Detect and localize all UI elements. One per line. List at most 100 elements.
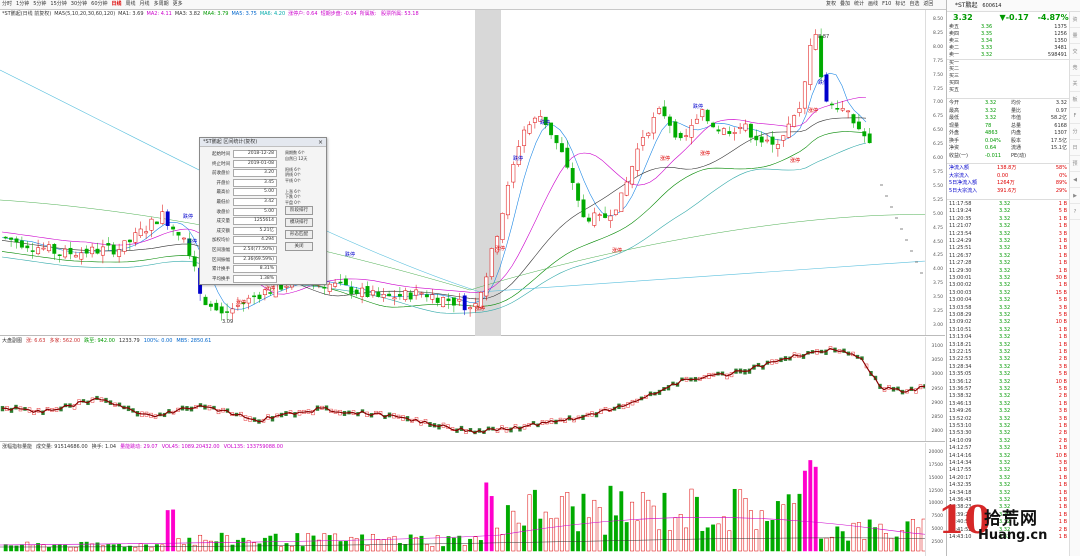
sidebar-button[interactable]: 分 (1070, 124, 1080, 140)
sidebar-button[interactable]: 竞 (1070, 60, 1080, 76)
candle (111, 242, 116, 258)
index-canvas[interactable] (0, 337, 925, 442)
tick-row: 11:26:37 3.32 1 B (947, 253, 1069, 260)
tool-button[interactable]: 标记 (895, 1, 906, 7)
tool-button[interactable]: 复权 (826, 1, 837, 7)
tick-list[interactable]: 11:17:58 3.32 1 B 11:19:24 3.32 5 B 11:20:35 3.… (947, 199, 1069, 556)
range-stats-dialog[interactable]: *ST鹏起 区间统计(复权) × 起始时间 2018-12-28 终止时间 2019-… (199, 137, 327, 285)
tick-volume: 5 B (1058, 208, 1067, 215)
axis-tick: 2850 (931, 414, 943, 420)
dialog-button[interactable]: 关闭 (285, 242, 313, 251)
summary-line: 平盘 0个 (285, 199, 301, 205)
field-value: 5.00 (233, 188, 277, 197)
tool-button[interactable]: 返回 (923, 1, 934, 7)
tool-button[interactable]: 叠加 (840, 1, 851, 7)
candle (473, 297, 478, 313)
period-tab[interactable]: 30分钟 (70, 1, 88, 7)
main-kline-chart[interactable]: 3.09 8.87 跌停 跌停 跌停 跌停 跌停 跌停 跌停 涨停 涨停 涨停 涨停 涨停 涨停 涨停 涨停 涨停… (0, 10, 945, 336)
period-tab[interactable]: 日线 (111, 1, 122, 7)
sidebar-button[interactable]: ◀ (1070, 172, 1080, 188)
limit-up-label: 涨停 (790, 157, 800, 164)
sidebar-button[interactable]: 交 (1070, 44, 1080, 60)
tool-button[interactable]: 自选 (909, 1, 920, 7)
axis-tick: 2950 (931, 386, 943, 392)
tick-volume: 1 B (1058, 282, 1067, 289)
candle (225, 303, 230, 320)
period-tab[interactable]: 周线 (125, 1, 136, 7)
period-tab[interactable]: 分时 (2, 1, 13, 7)
dialog-button[interactable]: 形态匹配 (285, 230, 313, 239)
tick-row: 14:39:27 3.32 1 B (947, 512, 1069, 519)
tick-price: 3.32 (999, 363, 1011, 370)
sidebar-button[interactable]: ▶ (1070, 188, 1080, 204)
tool-button[interactable]: F10 (882, 1, 892, 7)
sidebar-button[interactable]: 板 (1070, 92, 1080, 108)
tool-button[interactable]: 统计 (854, 1, 865, 7)
axis-tick: 5.25 (932, 197, 943, 203)
volume-bar (30, 544, 35, 552)
summary-line: 阳线 6个 (285, 166, 301, 172)
sidebar-button[interactable]: 资 (1070, 12, 1080, 28)
stat-label: 市值 (1011, 115, 1022, 121)
volume-bar (333, 533, 338, 552)
volume-bar (802, 470, 807, 552)
candle (748, 123, 753, 143)
summary-line: 阴线 0个 (285, 172, 301, 177)
close-icon[interactable]: × (317, 139, 323, 146)
candle (187, 232, 192, 260)
volume-legend: 涨幅指标量能 成交量: 91514686.00 换手: 1.04 量能跳动: 29.0… (2, 443, 287, 451)
flow-pct: 0% (1059, 172, 1067, 179)
candle (538, 109, 543, 122)
tick-volume: 1 B (1058, 267, 1067, 274)
tick-row: 14:12:57 3.32 1 B (947, 445, 1069, 452)
sidebar-button[interactable]: ? (1070, 204, 1080, 220)
dialog-button[interactable]: 阶段排行 (285, 206, 313, 215)
chart-title: 大盘副图 (2, 338, 23, 344)
candle (36, 239, 41, 256)
sidebar-button[interactable]: 日 (1070, 140, 1080, 156)
candle (160, 204, 165, 225)
high-price-label: 8.87 (818, 34, 829, 40)
volume-bar (252, 542, 257, 552)
sidebar-button[interactable]: 预 (1070, 156, 1080, 172)
field-label: 成交额 (216, 228, 231, 234)
period-tab[interactable]: 5分钟 (33, 1, 47, 7)
candle (122, 240, 127, 255)
stat-value: 3.32 (985, 107, 997, 114)
volume-bar (235, 539, 240, 552)
tick-row: 13:13:04 3.32 1 B (947, 334, 1069, 341)
volume-bar (311, 535, 316, 552)
candle (792, 114, 797, 128)
volume-subchart[interactable]: 涨幅指标量能 成交量: 91514686.00 换手: 1.04 量能跳动: 29.0… (0, 443, 945, 556)
field-label: 收盘价 (216, 209, 231, 215)
volume-canvas[interactable] (0, 443, 925, 556)
field-value[interactable]: 2019-01-08 (233, 159, 277, 168)
field-value[interactable]: 2018-12-28 (233, 150, 277, 158)
axis-tick: 7.75 (932, 58, 943, 64)
axis-tick: 3000 (931, 372, 943, 378)
period-tab[interactable]: 60分钟 (91, 1, 108, 7)
index-subchart[interactable]: 大盘副图 涨: 6.63 多家: 562.00 跌至: 942.00 1233.79 10… (0, 337, 945, 442)
sidebar-button[interactable]: 关 (1070, 76, 1080, 92)
ob-price: 3.34 (981, 38, 993, 44)
period-tab[interactable]: 15分钟 (50, 1, 67, 7)
dialog-button[interactable]: 模块排行 (285, 218, 313, 227)
tool-button[interactable]: 画线 (868, 1, 879, 7)
summary-line: 平线 0个 (285, 177, 301, 183)
period-tab[interactable]: 1分钟 (16, 1, 30, 7)
tick-time: 14:39:27 (949, 511, 972, 518)
legend-item: 涨: 6.63 (26, 338, 46, 344)
candle (781, 135, 786, 147)
period-tab[interactable]: 更多 (172, 1, 183, 7)
period-tab[interactable]: 月线 (139, 1, 150, 7)
sidebar-button[interactable]: F (1070, 108, 1080, 124)
tick-time: 14:43:10 (949, 534, 972, 540)
ob-volume: 598491 (1047, 52, 1067, 58)
period-tab[interactable]: 多周期 (153, 1, 169, 7)
volume-bar (84, 541, 89, 552)
tick-price: 3.32 (999, 334, 1011, 341)
tick-price: 3.32 (999, 267, 1011, 274)
candle (824, 72, 829, 103)
sidebar-button[interactable]: 量 (1070, 28, 1080, 44)
